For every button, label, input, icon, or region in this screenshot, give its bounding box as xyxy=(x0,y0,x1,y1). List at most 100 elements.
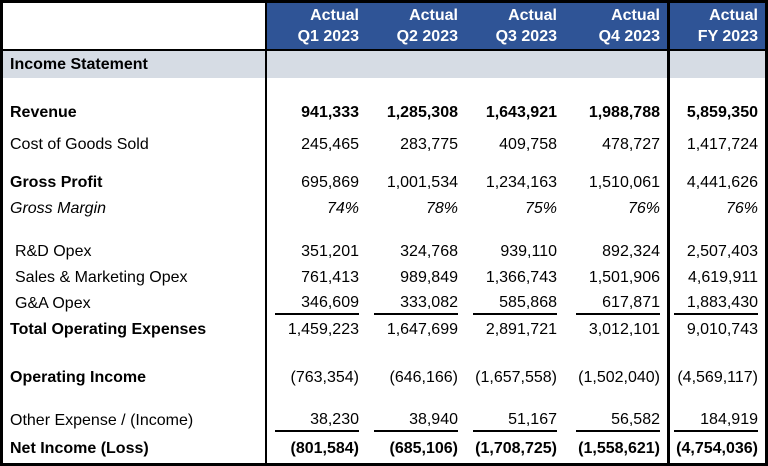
value-cell-q2-2023[interactable]: 283,775 xyxy=(366,132,465,158)
value-cell-q1-2023[interactable]: 346,609 xyxy=(267,291,366,317)
spacer-row xyxy=(3,391,765,408)
header-scenario-label: Actual xyxy=(508,7,557,24)
value-cell-q3-2023[interactable]: (1,708,725) xyxy=(465,434,564,463)
cell-value: (763,354) xyxy=(290,369,360,386)
value-cell-fy-2023[interactable]: (4,754,036) xyxy=(667,434,765,463)
value-cell-q3-2023[interactable]: 1,234,163 xyxy=(465,170,564,196)
value-cell-q4-2023[interactable]: 892,324 xyxy=(564,239,667,265)
value-cell-q1-2023[interactable]: 1,459,223 xyxy=(267,317,366,343)
cell-value: 1,501,906 xyxy=(588,269,660,286)
value-cell-fy-2023[interactable]: 9,010,743 xyxy=(667,317,765,343)
value-cell-q4-2023[interactable]: 617,871 xyxy=(564,291,667,317)
column-header-q3-2023[interactable]: Actual Q3 2023 xyxy=(465,3,564,49)
row-label[interactable]: R&D Opex xyxy=(3,239,267,265)
value-cell-q4-2023[interactable]: 76% xyxy=(564,196,667,222)
value-cell-q1-2023[interactable]: 245,465 xyxy=(267,132,366,158)
value-cell-fy-2023[interactable]: 2,507,403 xyxy=(667,239,765,265)
value-cell-q1-2023[interactable]: 74% xyxy=(267,196,366,222)
value-cell-q3-2023[interactable]: 1,643,921 xyxy=(465,100,564,126)
value-cell-fy-2023[interactable]: 1,417,724 xyxy=(667,132,765,158)
value-cell-q4-2023[interactable]: 1,501,906 xyxy=(564,265,667,291)
row-label[interactable]: Revenue xyxy=(3,100,267,126)
value-cell-q2-2023[interactable]: 1,285,308 xyxy=(366,100,465,126)
cell-value: 9,010,743 xyxy=(686,321,758,338)
value-cell-q1-2023[interactable]: (763,354) xyxy=(267,365,366,391)
row-label[interactable]: G&A Opex xyxy=(3,291,267,317)
row-label[interactable]: Net Income (Loss) xyxy=(3,434,267,463)
value-cell-q3-2023[interactable]: (1,657,558) xyxy=(465,365,564,391)
row-label[interactable]: Gross Profit xyxy=(3,170,267,196)
value-cell-q4-2023[interactable]: (1,502,040) xyxy=(564,365,667,391)
corner-cell xyxy=(3,3,267,49)
cell-value: 1,001,534 xyxy=(386,174,458,191)
value-cell-q2-2023[interactable]: 324,768 xyxy=(366,239,465,265)
value-cell-q1-2023[interactable]: 351,201 xyxy=(267,239,366,265)
cell-value: 1,510,061 xyxy=(588,174,660,191)
cell-value: 761,413 xyxy=(301,269,359,286)
value-cell-q2-2023[interactable]: 333,082 xyxy=(366,291,465,317)
value-cell-fy-2023[interactable]: 4,441,626 xyxy=(667,170,765,196)
value-cell-fy-2023[interactable]: 1,883,430 xyxy=(667,291,765,317)
row-label[interactable]: Other Expense / (Income) xyxy=(3,408,267,434)
spacer-cell xyxy=(564,158,667,170)
spacer-cell xyxy=(465,158,564,170)
value-cell-q2-2023[interactable]: (685,106) xyxy=(366,434,465,463)
value-cell-q3-2023[interactable]: 2,891,721 xyxy=(465,317,564,343)
cell-value: 1,366,743 xyxy=(485,269,557,286)
value-cell-q1-2023[interactable]: 761,413 xyxy=(267,265,366,291)
row-label[interactable]: Total Operating Expenses xyxy=(3,317,267,343)
value-cell-q1-2023[interactable]: (801,584) xyxy=(267,434,366,463)
column-header-q4-2023[interactable]: Actual Q4 2023 xyxy=(564,3,667,49)
value-cell-fy-2023[interactable]: 184,919 xyxy=(667,408,765,434)
column-header-q1-2023[interactable]: Actual Q1 2023 xyxy=(267,3,366,49)
value-cell-q4-2023[interactable]: 1,988,788 xyxy=(564,100,667,126)
cell-value: 324,768 xyxy=(400,243,458,260)
value-cell-fy-2023[interactable]: (4,569,117) xyxy=(667,365,765,391)
spacer-cell xyxy=(667,126,765,132)
cell-value: (1,558,621) xyxy=(578,439,660,457)
row-label[interactable]: Gross Margin xyxy=(3,196,267,222)
value-cell-q4-2023[interactable]: 56,582 xyxy=(564,408,667,434)
cell-value: 74% xyxy=(326,200,359,217)
spacer-cell xyxy=(564,222,667,239)
row-label[interactable]: Sales & Marketing Opex xyxy=(3,265,267,291)
value-cell-q3-2023[interactable]: 585,868 xyxy=(465,291,564,317)
header-period-label: FY 2023 xyxy=(697,28,758,45)
value-cell-q2-2023[interactable]: 1,001,534 xyxy=(366,170,465,196)
value-cell-q3-2023[interactable]: 75% xyxy=(465,196,564,222)
section-title[interactable]: Income Statement xyxy=(3,51,267,78)
value-cell-fy-2023[interactable]: 76% xyxy=(667,196,765,222)
column-header-fy-2023[interactable]: Actual FY 2023 xyxy=(667,3,765,49)
header-period-label: Q2 2023 xyxy=(396,28,458,45)
value-cell-q1-2023[interactable]: 695,869 xyxy=(267,170,366,196)
value-cell-q1-2023[interactable]: 38,230 xyxy=(267,408,366,434)
column-header-q2-2023[interactable]: Actual Q2 2023 xyxy=(366,3,465,49)
value-cell-q3-2023[interactable]: 409,758 xyxy=(465,132,564,158)
value-cell-q2-2023[interactable]: (646,166) xyxy=(366,365,465,391)
value-cell-q3-2023[interactable]: 1,366,743 xyxy=(465,265,564,291)
value-cell-q4-2023[interactable]: 478,727 xyxy=(564,132,667,158)
spacer-cell xyxy=(366,222,465,239)
row-label[interactable]: Operating Income xyxy=(3,365,267,391)
value-cell-q4-2023[interactable]: (1,558,621) xyxy=(564,434,667,463)
value-cell-q2-2023[interactable]: 1,647,699 xyxy=(366,317,465,343)
value-cell-q4-2023[interactable]: 3,012,101 xyxy=(564,317,667,343)
value-cell-fy-2023[interactable]: 4,619,911 xyxy=(667,265,765,291)
value-cell-q2-2023[interactable]: 38,940 xyxy=(366,408,465,434)
row-label[interactable]: Cost of Goods Sold xyxy=(3,132,267,158)
value-cell-q2-2023[interactable]: 989,849 xyxy=(366,265,465,291)
header-scenario-label: Actual xyxy=(310,7,359,24)
cell-value: 1,417,724 xyxy=(686,136,758,153)
cell-value: 409,758 xyxy=(499,136,557,153)
spacer-row xyxy=(3,126,765,132)
value-cell-q4-2023[interactable]: 1,510,061 xyxy=(564,170,667,196)
cell-value: 38,940 xyxy=(374,411,458,432)
value-cell-q2-2023[interactable]: 78% xyxy=(366,196,465,222)
value-cell-q3-2023[interactable]: 939,110 xyxy=(465,239,564,265)
cell-value: 3,012,101 xyxy=(588,321,660,338)
value-cell-q1-2023[interactable]: 941,333 xyxy=(267,100,366,126)
table-row-revenue: Revenue 941,333 1,285,308 1,643,921 1,988,78… xyxy=(3,100,765,126)
value-cell-fy-2023[interactable]: 5,859,350 xyxy=(667,100,765,126)
value-cell-q3-2023[interactable]: 51,167 xyxy=(465,408,564,434)
table-row-total-operating-expenses: Total Operating Expenses 1,459,223 1,647,6… xyxy=(3,317,765,343)
